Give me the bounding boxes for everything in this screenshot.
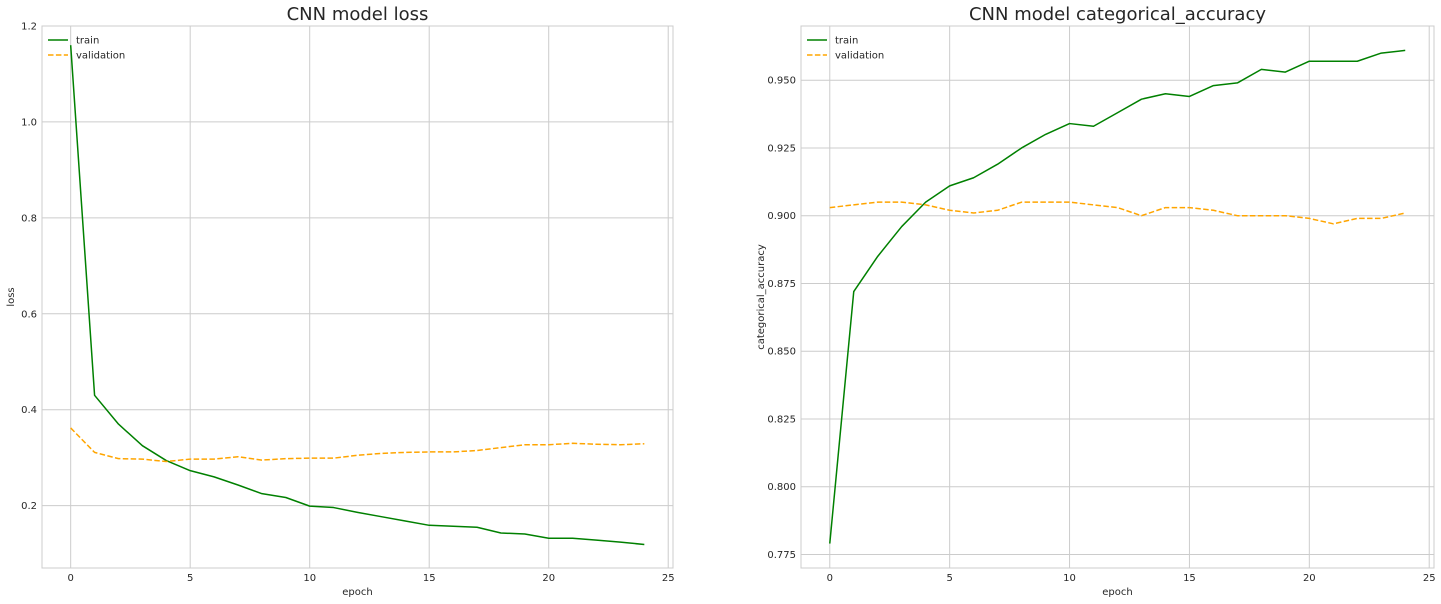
accuracy-y-tick-label: 0.850 — [767, 347, 796, 358]
accuracy-chart-title: CNN model categorical_accuracy — [969, 4, 1266, 25]
accuracy-x-tick-label: 15 — [1183, 573, 1196, 584]
accuracy-x-tick-label: 5 — [946, 573, 952, 584]
loss-x-tick-label: 20 — [542, 573, 555, 584]
accuracy-y-tick-label: 0.925 — [767, 143, 796, 154]
accuracy-x-tick-label: 25 — [1423, 573, 1436, 584]
loss-chart-panel: 0 5 10 15 20 25 0.2 0.4 0.6 0.8 1.0 1.2 CNN model lo… — [6, 4, 675, 598]
accuracy-x-tick-label: 10 — [1063, 573, 1076, 584]
accuracy-chart-panel: 0 5 10 15 20 25 0.775 0.800 0.825 0.850 0.875 0.900… — [756, 4, 1436, 598]
loss-y-tick-label: 1.2 — [21, 22, 37, 33]
loss-y-tick-label: 0.2 — [21, 501, 37, 512]
accuracy-y-tick-label: 0.775 — [767, 550, 796, 561]
accuracy-y-tick-label: 0.825 — [767, 414, 796, 425]
loss-x-tick-label: 15 — [423, 573, 436, 584]
loss-plot-frame — [41, 25, 674, 569]
loss-x-tick-label: 0 — [67, 573, 73, 584]
accuracy-plot-frame — [800, 25, 1435, 569]
loss-y-tick-label: 0.8 — [21, 213, 37, 224]
accuracy-legend: train validation — [807, 36, 884, 62]
accuracy-y-tick-label: 0.800 — [767, 482, 796, 493]
loss-y-tick-label: 1.0 — [21, 117, 37, 128]
accuracy-x-tick-label: 20 — [1303, 573, 1316, 584]
accuracy-series-train-line — [829, 49, 1406, 544]
loss-x-tick-label: 25 — [662, 573, 675, 584]
loss-series-validation-line — [70, 427, 645, 463]
accuracy-y-tick-label: 0.900 — [767, 211, 796, 222]
accuracy-series-validation-line — [829, 201, 1406, 225]
accuracy-x-tick-label: 0 — [827, 573, 833, 584]
accuracy-legend-label-train: train — [835, 36, 858, 47]
loss-x-tick-label: 10 — [303, 573, 316, 584]
loss-legend-label-train: train — [76, 36, 99, 47]
accuracy-x-axis-label: epoch — [1102, 587, 1132, 598]
loss-legend: train validation — [48, 36, 125, 62]
loss-x-axis-label: epoch — [342, 587, 372, 598]
accuracy-y-tick-label: 0.875 — [767, 279, 796, 290]
loss-series-train-line — [69, 45, 645, 546]
loss-legend-label-validation: validation — [76, 51, 125, 62]
loss-x-tick-label: 5 — [187, 573, 193, 584]
accuracy-legend-label-validation: validation — [835, 51, 884, 62]
accuracy-y-tick-label: 0.950 — [767, 76, 796, 87]
loss-chart-title: CNN model loss — [287, 4, 429, 25]
loss-y-tick-label: 0.6 — [21, 309, 37, 320]
accuracy-y-axis-label: categorical_accuracy — [756, 244, 767, 350]
loss-y-tick-label: 0.4 — [21, 405, 37, 416]
loss-y-axis-label: loss — [6, 287, 17, 306]
